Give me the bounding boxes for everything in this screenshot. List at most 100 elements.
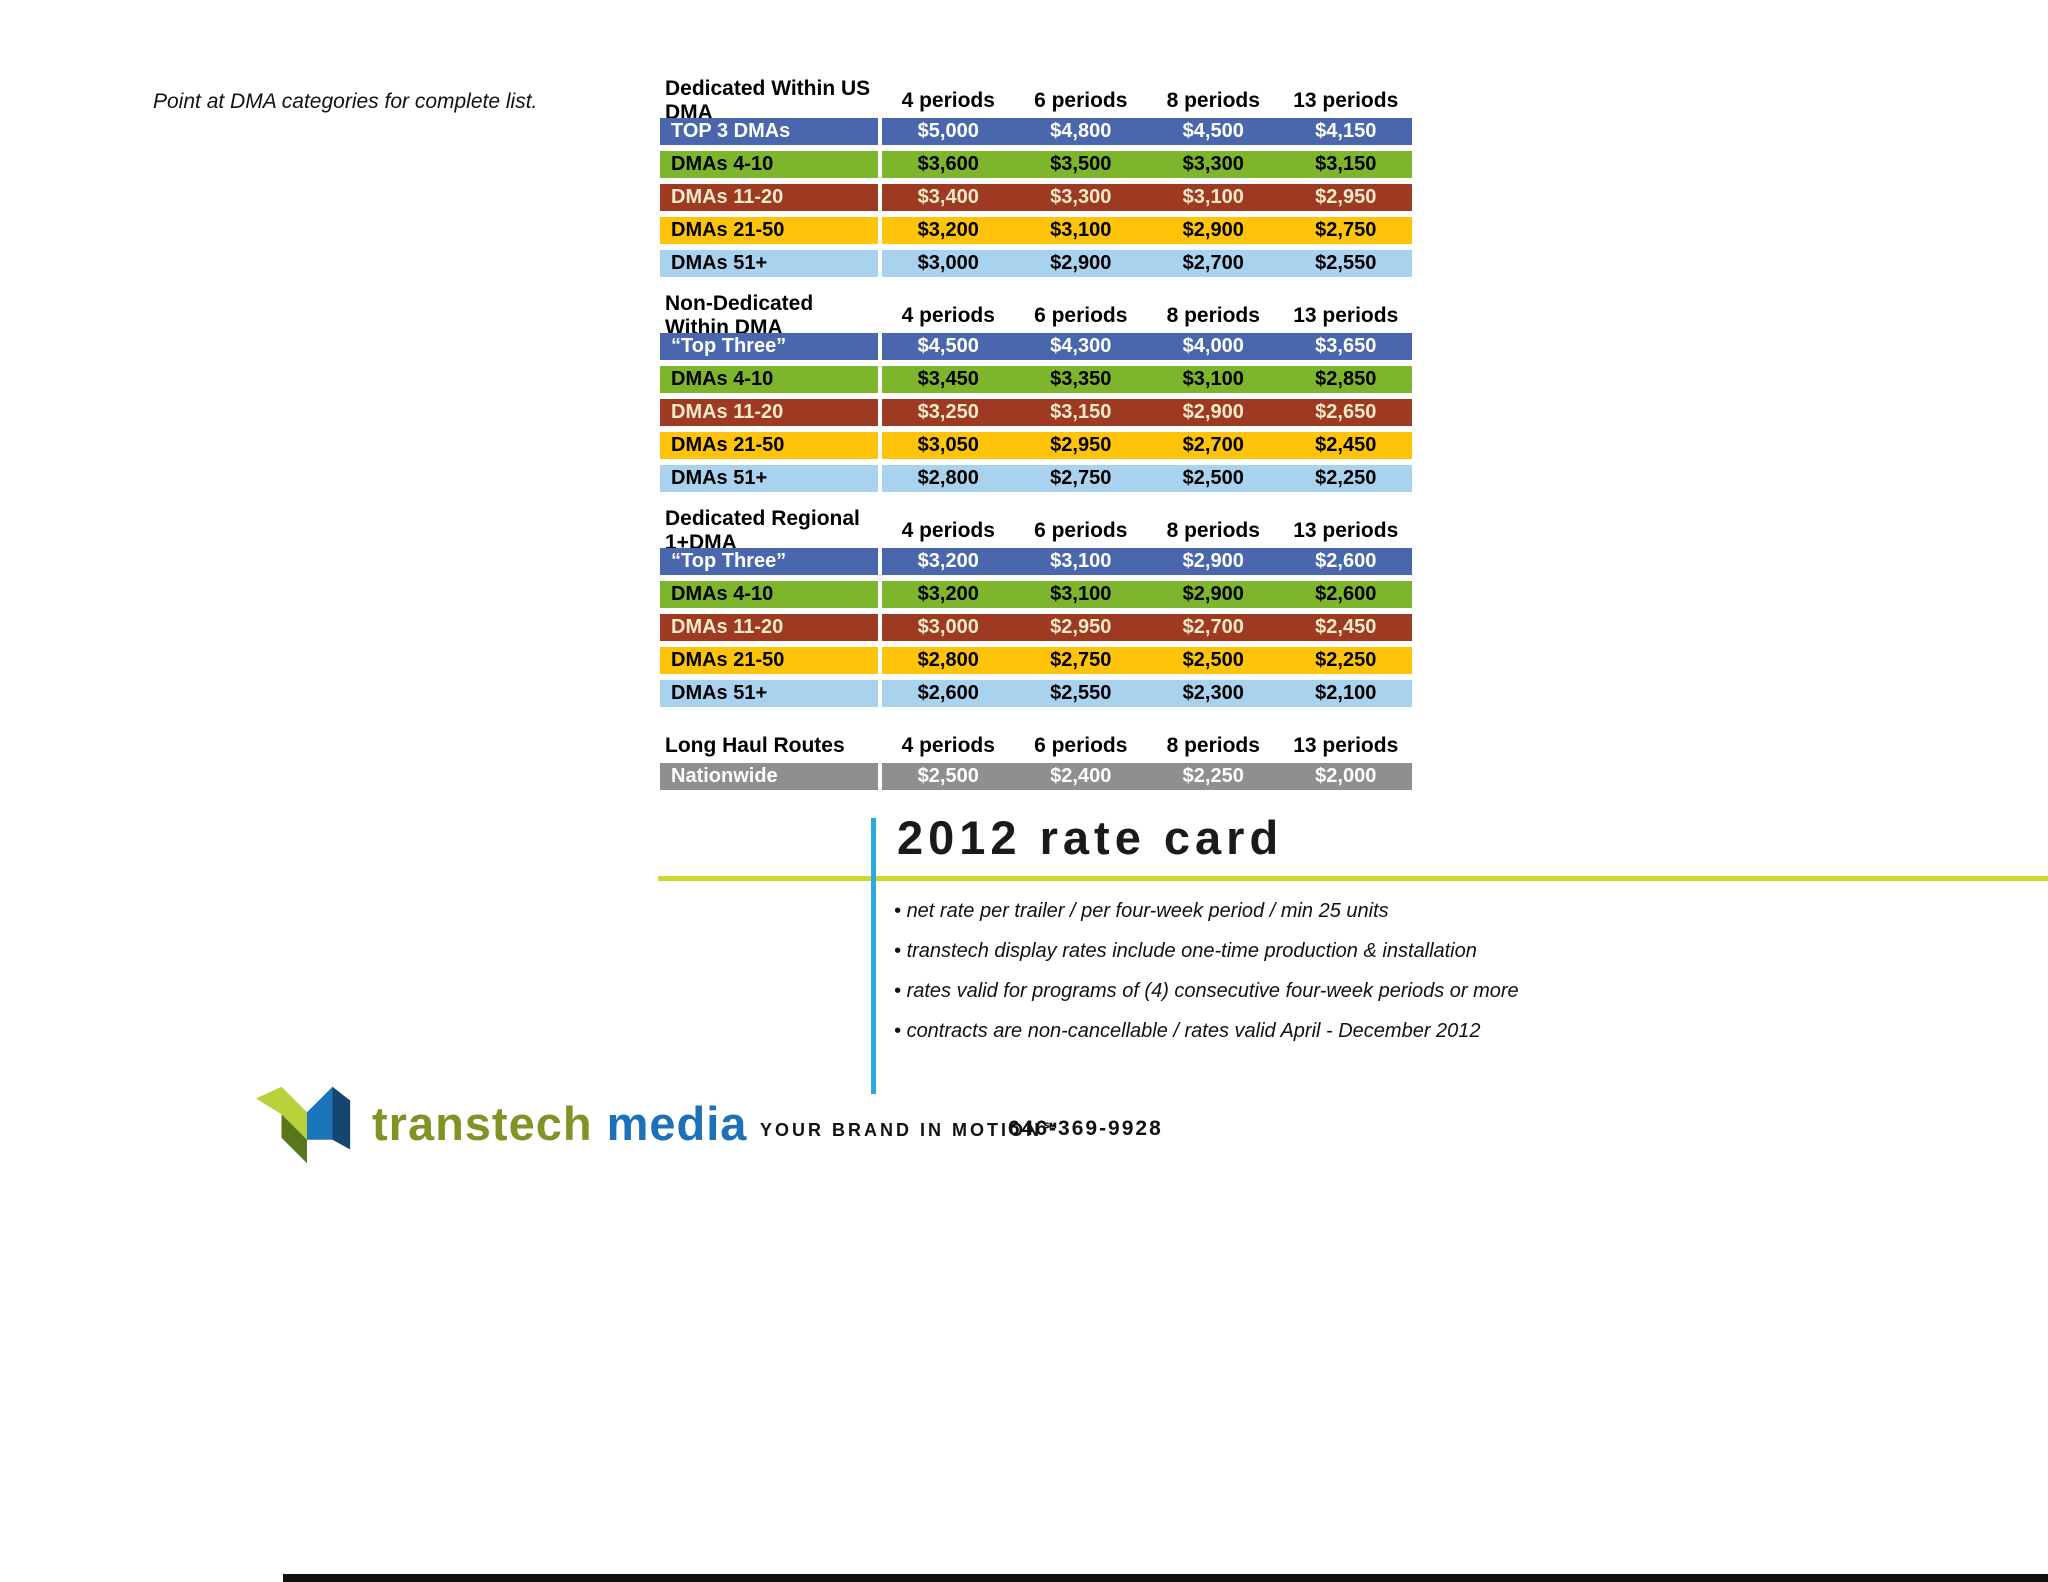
rate-cell: $3,600 [917, 153, 979, 175]
rate-cell: $2,950 [1050, 434, 1112, 456]
rate-table-dedicated-us-dma: Dedicated Within US DMA 4 periods 6 peri… [660, 77, 1412, 277]
rate-term: contracts are non-cancellable / rates va… [894, 1020, 1519, 1043]
table-row: DMAs 4-10 $3,450 $3,350 $3,100 $2,850 [660, 366, 1412, 393]
rate-table-dedicated-regional: Dedicated Regional 1+DMA 4 periods 6 per… [660, 507, 1412, 707]
column-header: 6 periods [1034, 734, 1128, 757]
table-row: DMAs 11-20 $3,250 $3,150 $2,900 $2,650 [660, 399, 1412, 426]
rate-cell: $2,950 [1315, 186, 1377, 208]
rate-values: $3,250 $3,150 $2,900 $2,650 [882, 399, 1412, 426]
dma-category-label[interactable]: Nationwide [660, 763, 878, 790]
rate-values: $3,000 $2,900 $2,700 $2,550 [882, 250, 1412, 277]
table-row: DMAs 4-10 $3,600 $3,500 $3,300 $3,150 [660, 151, 1412, 178]
column-header: 4 periods [901, 734, 995, 757]
column-header: 13 periods [1293, 519, 1399, 542]
rate-cell: $2,750 [1050, 467, 1112, 489]
rate-cell: $2,450 [1315, 616, 1377, 638]
rate-cell: $3,500 [1050, 153, 1112, 175]
rate-cell: $2,500 [1182, 649, 1244, 671]
rate-cell: $2,850 [1315, 368, 1377, 390]
table-row: DMAs 11-20 $3,000 $2,950 $2,700 $2,450 [660, 614, 1412, 641]
rate-cell: $4,000 [1182, 335, 1244, 357]
dma-category-label[interactable]: DMAs 4-10 [660, 581, 878, 608]
rate-cell: $2,600 [1315, 583, 1377, 605]
column-header: 8 periods [1166, 89, 1260, 112]
rate-cell: $2,950 [1050, 616, 1112, 638]
rate-cell: $3,450 [917, 368, 979, 390]
rate-values: $2,500 $2,400 $2,250 $2,000 [882, 763, 1412, 790]
rate-cell: $2,400 [1050, 765, 1112, 787]
brand-name: transtech media [372, 1096, 747, 1151]
rate-cell: $3,100 [1050, 550, 1112, 572]
table-row: DMAs 51+ $2,600 $2,550 $2,300 $2,100 [660, 680, 1412, 707]
rate-cell: $3,250 [917, 401, 979, 423]
column-header: 13 periods [1293, 89, 1399, 112]
rate-values: $3,200 $3,100 $2,900 $2,600 [882, 581, 1412, 608]
rate-cell: $2,250 [1315, 649, 1377, 671]
rate-cell: $4,500 [917, 335, 979, 357]
dma-category-label[interactable]: DMAs 51+ [660, 465, 878, 492]
rate-values: $2,800 $2,750 $2,500 $2,250 [882, 465, 1412, 492]
rate-cell: $2,900 [1182, 401, 1244, 423]
rate-values: $3,050 $2,950 $2,700 $2,450 [882, 432, 1412, 459]
rate-cell: $2,700 [1182, 434, 1244, 456]
dma-category-label[interactable]: DMAs 51+ [660, 250, 878, 277]
rate-values: $3,400 $3,300 $3,100 $2,950 [882, 184, 1412, 211]
dma-category-label[interactable]: DMAs 21-50 [660, 217, 878, 244]
page-bottom-edge [283, 1574, 2048, 1582]
column-header: 8 periods [1166, 734, 1260, 757]
dma-category-label[interactable]: TOP 3 DMAs [660, 118, 878, 145]
rate-cell: $2,500 [1182, 467, 1244, 489]
dma-category-label[interactable]: DMAs 4-10 [660, 366, 878, 393]
column-header: 4 periods [901, 519, 995, 542]
dma-category-label[interactable]: DMAs 21-50 [660, 432, 878, 459]
dma-category-label[interactable]: “Top Three” [660, 333, 878, 360]
rate-cell: $3,200 [917, 550, 979, 572]
table-row: “Top Three” $4,500 $4,300 $4,000 $3,650 [660, 333, 1412, 360]
rate-table-long-haul: Long Haul Routes 4 periods 6 periods 8 p… [660, 729, 1412, 790]
dma-category-label[interactable]: “Top Three” [660, 548, 878, 575]
table-header-row: Non-Dedicated Within DMA 4 periods 6 per… [660, 292, 1412, 339]
rate-cell: $2,500 [917, 765, 979, 787]
rate-tables: Dedicated Within US DMA 4 periods 6 peri… [660, 77, 1412, 796]
blue-divider-line [871, 818, 876, 1094]
rate-cell: $4,300 [1050, 335, 1112, 357]
table-header-row: Dedicated Within US DMA 4 periods 6 peri… [660, 77, 1412, 124]
rate-values: $3,000 $2,950 $2,700 $2,450 [882, 614, 1412, 641]
table-row: DMAs 11-20 $3,400 $3,300 $3,100 $2,950 [660, 184, 1412, 211]
rate-cell: $2,750 [1050, 649, 1112, 671]
dma-category-label[interactable]: DMAs 21-50 [660, 647, 878, 674]
rate-cell: $2,100 [1315, 682, 1377, 704]
rate-cell: $2,600 [1315, 550, 1377, 572]
rate-cell: $3,050 [917, 434, 979, 456]
dma-category-label[interactable]: DMAs 11-20 [660, 399, 878, 426]
column-header: 6 periods [1034, 89, 1128, 112]
brand-name-media: media [606, 1097, 748, 1150]
rate-cell: $3,200 [917, 583, 979, 605]
dma-category-label[interactable]: DMAs 51+ [660, 680, 878, 707]
rate-cell: $4,800 [1050, 120, 1112, 142]
rate-cell: $2,000 [1315, 765, 1377, 787]
rate-cell: $2,550 [1050, 682, 1112, 704]
rate-cell: $4,500 [1182, 120, 1244, 142]
table-row: “Top Three” $3,200 $3,100 $2,900 $2,600 [660, 548, 1412, 575]
rate-cell: $2,700 [1182, 252, 1244, 274]
brand-tagline: YOUR BRAND IN MOTION℠ [760, 1120, 1064, 1140]
rate-values: $2,800 $2,750 $2,500 $2,250 [882, 647, 1412, 674]
rate-cell: $3,100 [1182, 186, 1244, 208]
brand-name-transtech: transtech [372, 1097, 593, 1150]
rate-cell: $3,150 [1315, 153, 1377, 175]
green-divider-line [658, 876, 2048, 881]
rate-cell: $4,150 [1315, 120, 1377, 142]
dma-category-label[interactable]: DMAs 11-20 [660, 184, 878, 211]
dma-category-label[interactable]: DMAs 11-20 [660, 614, 878, 641]
rate-cell: $3,400 [917, 186, 979, 208]
transtech-logo [256, 1086, 351, 1164]
rate-cell: $3,300 [1050, 186, 1112, 208]
dma-category-label[interactable]: DMAs 4-10 [660, 151, 878, 178]
rate-cell: $2,650 [1315, 401, 1377, 423]
column-header: 6 periods [1034, 519, 1128, 542]
rate-cell: $2,750 [1315, 219, 1377, 241]
rate-term: rates valid for programs of (4) consecut… [894, 980, 1519, 1003]
rate-cell: $2,900 [1182, 219, 1244, 241]
rate-cell: $3,000 [917, 616, 979, 638]
